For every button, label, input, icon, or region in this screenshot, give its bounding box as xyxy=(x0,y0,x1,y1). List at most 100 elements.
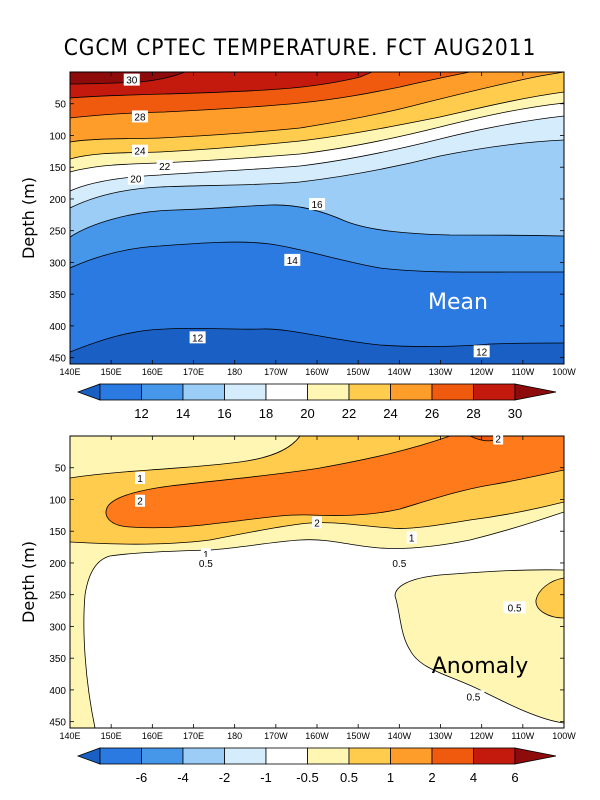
anomaly-colorbar-labels: -6 -4 -2 -1 -0.5 0.5 1 2 4 6 xyxy=(136,770,519,785)
anomaly-contour-label: 1 xyxy=(203,550,209,561)
mean-contour-label: 20 xyxy=(130,175,142,186)
anomaly-colorbar-cell xyxy=(348,747,391,765)
anomaly-colorbar-label: 2 xyxy=(428,770,435,785)
anomaly-colorbar-label: 6 xyxy=(511,770,518,785)
mean-colorbar-arrow-low xyxy=(76,383,101,401)
mean-contour-label-bg xyxy=(473,345,490,358)
mean-y-tick-label: 350 xyxy=(49,290,66,301)
mean-y-tick-label: 100 xyxy=(49,131,66,142)
anomaly-colorbar-arrow-low xyxy=(76,747,101,765)
anomaly-colorbar-label: 0.5 xyxy=(340,770,358,785)
anomaly-x-tick-label: 150W xyxy=(346,731,370,741)
anomaly-colorbar-cell xyxy=(431,747,474,765)
anomaly-colorbar-cell xyxy=(182,747,225,765)
mean-colorbar-cell xyxy=(182,383,225,401)
mean-contour-label: 16 xyxy=(311,200,323,211)
mean-contour-label: 24 xyxy=(134,147,146,158)
mean-colorbar-label: 12 xyxy=(134,406,148,421)
anomaly-x-tick-label: 130W xyxy=(429,731,453,741)
anomaly-y-tick-label: 350 xyxy=(49,654,66,665)
mean-x-tick-label: 150E xyxy=(101,367,122,377)
mean-colorbar-label: 22 xyxy=(342,406,356,421)
mean-contour-label-bg xyxy=(131,144,148,157)
anomaly-x-tick-label: 170E xyxy=(183,731,204,741)
anomaly-colorbar-cell xyxy=(224,747,267,765)
mean-contour-label-bg xyxy=(156,159,173,172)
mean-colorbar-cell xyxy=(224,383,267,401)
anomaly-axes: 140E 150E 160E 170E 180 170W 160W 150W 140W 130W 1… xyxy=(49,436,576,741)
band-4-above xyxy=(470,436,500,441)
anomaly-y-tick-label: 300 xyxy=(49,622,66,633)
anomaly-contour-label: 1 xyxy=(409,534,415,545)
anomaly-panel xyxy=(70,436,564,728)
anomaly-x-tick-label: 140E xyxy=(59,731,80,741)
mean-x-tick-label: 180 xyxy=(227,367,242,377)
mean-x-tick-label: 150W xyxy=(346,367,370,377)
mean-contour-label: 30 xyxy=(126,76,138,87)
mean-contour-label-bg xyxy=(131,110,148,123)
anomaly-colorbar-label: 1 xyxy=(387,770,394,785)
mean-x-tick-label: 110W xyxy=(511,367,534,377)
anomaly-colorbar-label: -4 xyxy=(177,770,189,785)
mean-panel xyxy=(70,72,564,364)
anomaly-contours xyxy=(70,436,564,728)
anomaly-y-tick-label: 450 xyxy=(49,718,66,729)
mean-colorbar-cell xyxy=(431,383,474,401)
mean-y-tick-label: 400 xyxy=(49,322,66,333)
anomaly-contour-label-bg xyxy=(406,531,417,544)
anomaly-colorbar-label: -1 xyxy=(260,770,272,785)
mean-colorbar-cell xyxy=(348,383,391,401)
anomaly-contour-label-bg xyxy=(134,471,145,484)
anomaly-x-tick-label: 110W xyxy=(511,731,534,741)
mean-y-tick-label: 200 xyxy=(49,195,66,206)
anomaly-y-tick-label: 150 xyxy=(49,527,66,538)
mean-y-tick-label: 450 xyxy=(49,354,66,365)
band-0.5-1-topleft xyxy=(70,436,300,478)
mean-colorbar-cell xyxy=(390,383,433,401)
mean-contour-labels: 30 28 24 22 20 16 14 12 12 xyxy=(123,73,490,358)
anomaly-colorbar-label: -6 xyxy=(136,770,148,785)
anomaly-y-axis-label: Depth (m) xyxy=(19,541,38,623)
anomaly-x-tick-label: 160E xyxy=(142,731,163,741)
anomaly-y-tick-label: 50 xyxy=(55,464,67,475)
mean-contour-label-bg xyxy=(127,172,144,185)
anomaly-x-tick-label: 170W xyxy=(264,731,288,741)
mean-contour-label-bg xyxy=(309,198,325,211)
mean-axes: 140E 150E 160E 170E 180 170W 160W 150W 140W 130W 1… xyxy=(49,72,576,377)
mean-x-tick-label: 170W xyxy=(264,367,288,377)
anomaly-colorbar-cell xyxy=(99,747,142,765)
mean-x-tick-label: 100W xyxy=(552,367,576,377)
band-2-4 xyxy=(106,436,564,528)
chart-title: CGCM CPTEC TEMPERATURE. FCT AUG2011 xyxy=(63,36,537,61)
mean-contour-label: 22 xyxy=(159,162,171,173)
anomaly-x-tick-label: 150E xyxy=(101,731,122,741)
mean-y-tick-label: 300 xyxy=(49,258,66,269)
anomaly-colorbar-label: -0.5 xyxy=(296,770,318,785)
anomaly-y-tick-label: 200 xyxy=(49,559,66,570)
mean-x-tick-label: 140W xyxy=(388,367,412,377)
anomaly-contour-label-bg xyxy=(493,432,504,445)
band-1-2-blob xyxy=(535,578,564,618)
mean-contour-label: 28 xyxy=(134,112,146,123)
mean-contour-label-bg xyxy=(123,73,140,86)
mean-colorbar-label: 18 xyxy=(259,406,273,421)
mean-y-tick-label: 50 xyxy=(55,100,67,111)
mean-x-tick-label: 120W xyxy=(470,367,494,377)
mean-colorbar-label: 30 xyxy=(508,406,522,421)
anomaly-colorbar-cell xyxy=(141,747,184,765)
mean-colorbar-cell xyxy=(307,383,350,401)
anomaly-y-tick-label: 250 xyxy=(49,591,66,602)
anomaly-contour-label-bg xyxy=(134,494,145,507)
anomaly-contour-label-bg xyxy=(312,516,322,529)
mean-contour-label: 14 xyxy=(287,256,299,267)
anomaly-panel-label: Anomaly xyxy=(432,654,529,679)
anomaly-y-tick-label: 100 xyxy=(49,495,66,506)
mean-contour-label-bg xyxy=(189,331,206,344)
anomaly-y-tick-label: 400 xyxy=(49,686,66,697)
anomaly-x-tick-label: 120W xyxy=(470,731,494,741)
mean-colorbar-arrow-high xyxy=(514,383,557,401)
mean-x-tick-label: 140E xyxy=(59,367,80,377)
anomaly-colorbar-cell xyxy=(307,747,350,765)
anomaly-contour-label: 2 xyxy=(495,435,501,446)
mean-colorbar-label: 28 xyxy=(466,406,480,421)
